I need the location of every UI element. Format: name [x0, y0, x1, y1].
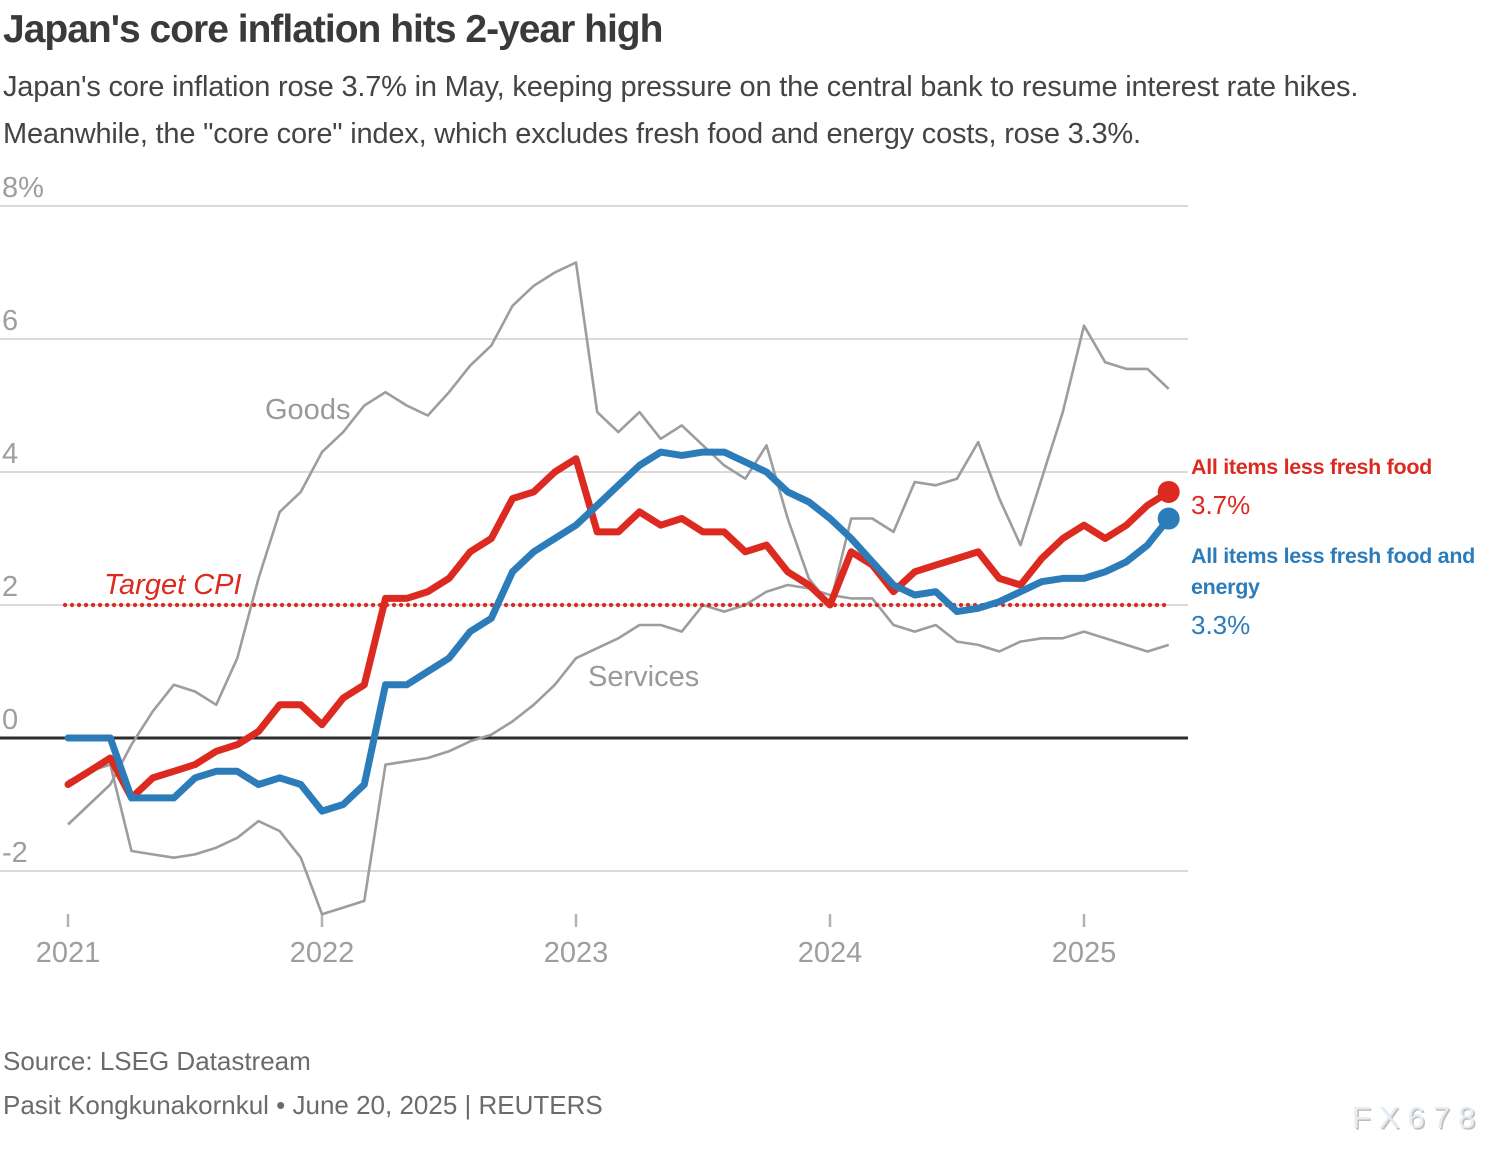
- core-end-dot: [1157, 480, 1180, 503]
- core-line: [64, 455, 1173, 802]
- source-note: Source: LSEG Datastream: [3, 1046, 311, 1076]
- x-axis-label-2023: 2023: [544, 937, 609, 969]
- x-axis-label-2025: 2025: [1052, 937, 1117, 969]
- target-cpi-label: Target CPI: [104, 569, 242, 601]
- core-core-cpi-annotation-value: 3.3%: [1191, 610, 1251, 640]
- goods-series-label: Goods: [265, 394, 351, 426]
- y-axis-label-0: 0: [2, 704, 18, 736]
- page-title: Japan's core inflation hits 2-year high: [3, 8, 663, 51]
- services-series-label: Services: [588, 661, 700, 693]
- y-axis-label-6: 6: [2, 305, 18, 337]
- goods-line: [67, 261, 1170, 826]
- y-axis-label-8%: 8%: [2, 172, 44, 204]
- x-axis-label-2021: 2021: [36, 937, 101, 969]
- core-cpi-annotation: All items less fresh food 3.7%: [1191, 452, 1490, 521]
- fx678-watermark: FX678: [1352, 1100, 1484, 1135]
- x-axis-label-2024: 2024: [798, 937, 863, 969]
- services-line: [67, 583, 1170, 916]
- corecore-end-dot: [1157, 507, 1180, 530]
- corecore-line: [64, 448, 1173, 815]
- x-axis-label-2022: 2022: [290, 937, 355, 969]
- core-core-cpi-annotation-label: All items less fresh food and energy: [1191, 544, 1476, 599]
- core-cpi-annotation-label: All items less fresh food: [1191, 455, 1433, 479]
- core-core-cpi-annotation: All items less fresh food and energy 3.3…: [1191, 541, 1490, 641]
- page-subtitle: Japan's core inflation rose 3.7% in May,…: [3, 71, 1359, 150]
- y-axis-label-2: 2: [2, 571, 18, 603]
- byline: Pasit Kongkunakornkul • June 20, 2025 | …: [3, 1090, 603, 1120]
- y-axis-label-4: 4: [2, 438, 18, 470]
- y-axis-label--2: -2: [2, 837, 28, 869]
- core-cpi-annotation-value: 3.7%: [1191, 490, 1251, 520]
